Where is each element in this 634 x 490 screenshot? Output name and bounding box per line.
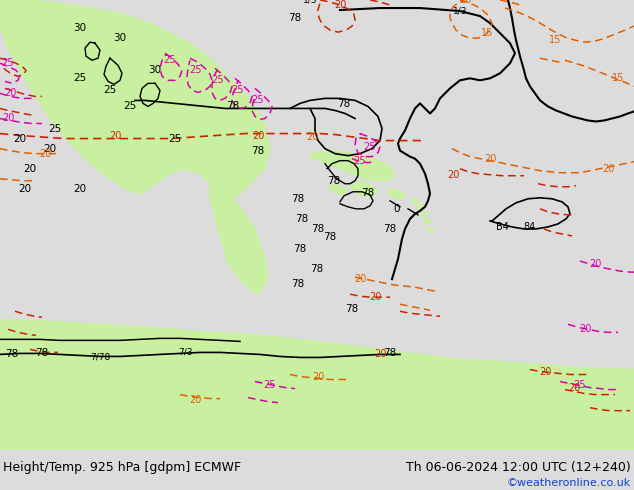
Text: 1/3: 1/3 (303, 0, 317, 4)
Text: 20: 20 (579, 324, 591, 334)
Text: 20: 20 (252, 130, 264, 141)
Text: 78: 78 (337, 99, 351, 109)
Text: 20: 20 (74, 184, 87, 194)
Text: 78: 78 (384, 224, 397, 234)
Text: 78: 78 (295, 214, 309, 224)
Text: 25: 25 (2, 58, 14, 68)
Text: 20: 20 (109, 130, 121, 141)
Text: Height/Temp. 925 hPa [gdpm] ECMWF: Height/Temp. 925 hPa [gdpm] ECMWF (3, 461, 242, 474)
Text: 0: 0 (394, 204, 400, 214)
Polygon shape (0, 0, 270, 199)
Text: 25: 25 (364, 142, 376, 151)
Text: 15: 15 (481, 28, 493, 38)
Text: 78: 78 (311, 224, 325, 234)
Polygon shape (350, 181, 378, 197)
Text: 20: 20 (589, 259, 601, 269)
Text: 78: 78 (294, 244, 307, 254)
Text: 25: 25 (164, 55, 176, 65)
Text: 78: 78 (288, 13, 302, 23)
Text: 25: 25 (232, 85, 244, 96)
Polygon shape (412, 199, 418, 203)
Polygon shape (308, 150, 395, 181)
Text: 78: 78 (323, 232, 337, 242)
Text: 20: 20 (447, 170, 459, 180)
Text: 30: 30 (148, 65, 162, 75)
Text: 25: 25 (74, 74, 87, 83)
Text: 25: 25 (189, 65, 201, 75)
Text: 20: 20 (484, 154, 496, 164)
Text: 78: 78 (311, 264, 323, 274)
Text: 78: 78 (384, 348, 397, 358)
Text: 78: 78 (292, 194, 304, 204)
Text: 20: 20 (374, 349, 386, 360)
Polygon shape (210, 184, 268, 294)
Text: 25: 25 (169, 134, 181, 144)
Text: 20: 20 (539, 367, 551, 376)
Text: 25: 25 (48, 123, 61, 133)
Polygon shape (417, 205, 423, 209)
Text: 20: 20 (4, 88, 16, 98)
Text: 25: 25 (264, 380, 276, 390)
Text: 20: 20 (189, 394, 201, 405)
Text: 7/3: 7/3 (178, 348, 192, 357)
Text: B4: B4 (496, 222, 508, 232)
Text: 20: 20 (568, 383, 580, 392)
Text: 20: 20 (369, 292, 381, 302)
Text: 30: 30 (74, 23, 87, 33)
Text: 78: 78 (327, 176, 340, 186)
Text: 15: 15 (612, 74, 624, 83)
Text: 78: 78 (36, 348, 49, 358)
Text: 78: 78 (5, 349, 18, 360)
Polygon shape (421, 212, 427, 216)
Text: 7/78: 7/78 (90, 353, 110, 362)
Text: 78: 78 (361, 188, 375, 198)
Text: 20: 20 (334, 0, 346, 10)
Text: 25: 25 (103, 85, 117, 96)
Text: 25: 25 (252, 96, 264, 105)
Polygon shape (424, 219, 430, 223)
Text: 20: 20 (312, 371, 324, 382)
Text: 20: 20 (354, 274, 366, 284)
Text: 20: 20 (39, 148, 51, 159)
Text: 84: 84 (524, 222, 536, 232)
Text: ©weatheronline.co.uk: ©weatheronline.co.uk (507, 478, 631, 488)
Text: 25: 25 (212, 75, 224, 85)
Text: 78: 78 (226, 101, 240, 111)
Text: 1/3: 1/3 (453, 6, 467, 16)
Text: 20: 20 (2, 114, 14, 123)
Polygon shape (388, 189, 406, 199)
Text: 25: 25 (574, 380, 586, 390)
Text: 20: 20 (306, 131, 318, 142)
Polygon shape (330, 184, 348, 195)
Text: Th 06-06-2024 12:00 UTC (12+240): Th 06-06-2024 12:00 UTC (12+240) (406, 461, 631, 474)
Text: 78: 78 (292, 279, 304, 289)
Text: 20: 20 (459, 0, 471, 5)
Text: 30: 30 (113, 33, 127, 43)
Text: 20: 20 (13, 134, 27, 144)
Text: 20: 20 (23, 164, 37, 173)
Polygon shape (427, 227, 433, 231)
Text: 78: 78 (251, 146, 264, 156)
Text: 20: 20 (602, 164, 614, 173)
Polygon shape (0, 0, 30, 33)
Text: 20: 20 (18, 184, 32, 194)
Text: 15: 15 (549, 35, 561, 45)
Text: 25: 25 (124, 101, 136, 111)
Text: 25: 25 (354, 156, 366, 166)
Text: 78: 78 (346, 304, 359, 314)
Text: 20: 20 (44, 144, 56, 153)
Polygon shape (0, 319, 634, 450)
